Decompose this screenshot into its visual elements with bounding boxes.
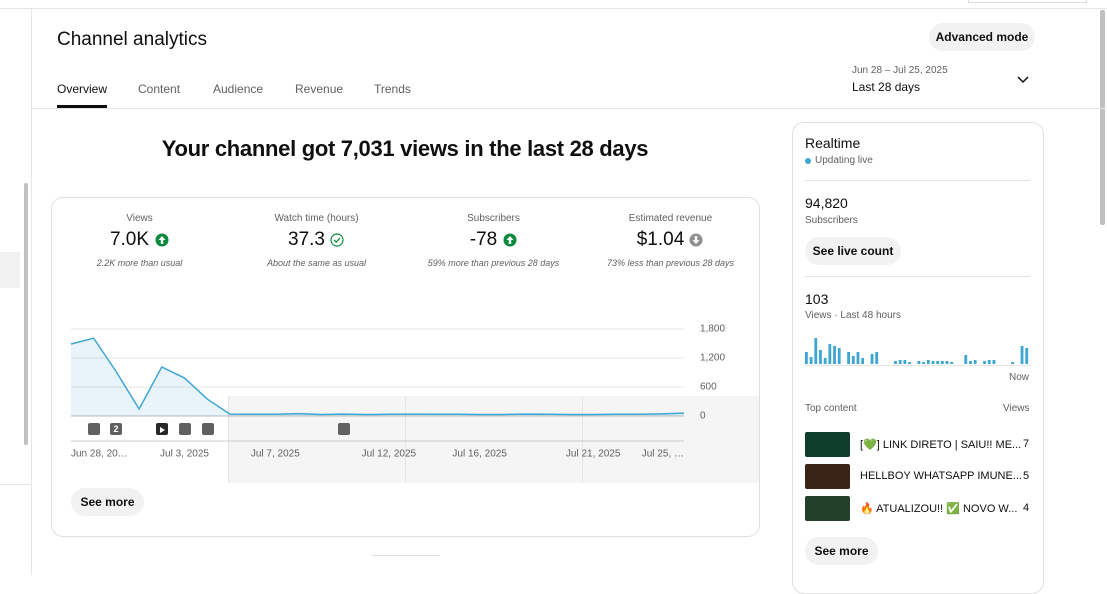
metric-note: 2.2K more than usual: [96, 258, 183, 268]
event-badge[interactable]: 2: [110, 423, 122, 435]
sidebar-separator: [0, 484, 30, 485]
metric-tab[interactable]: [583, 396, 759, 483]
video-thumbnail[interactable]: [805, 432, 850, 457]
tab[interactable]: Audience: [213, 82, 264, 96]
views-count: 103: [805, 291, 829, 307]
views-column-label: Views: [1003, 403, 1030, 414]
chevron-icon[interactable]: [1016, 75, 1030, 85]
metric-value: 7.0K: [109, 229, 150, 250]
top-content-label: Top content: [805, 403, 857, 414]
tab[interactable]: Revenue: [295, 82, 344, 96]
event-marker[interactable]: [88, 423, 100, 435]
metric-tab[interactable]: [229, 396, 406, 483]
video-thumbnail[interactable]: [805, 464, 850, 489]
video-views: 5: [1023, 470, 1030, 482]
see-more-button[interactable]: See more: [71, 488, 144, 516]
realtime-title: Realtime: [805, 135, 861, 151]
search-box-edge: [968, 0, 1087, 3]
tab[interactable]: Overview: [57, 82, 108, 96]
metric-label: Subscribers: [467, 213, 520, 224]
metric-note: About the same as usual: [266, 258, 367, 268]
views-label: Views · Last 48 hours: [805, 310, 901, 321]
metric-label: Estimated revenue: [628, 213, 713, 224]
metric-label: Watch time (hours): [274, 213, 359, 224]
video-title[interactable]: [💚] LINK DIRETO | SAIU!! ME...: [860, 439, 1022, 451]
bars-baseline: [805, 365, 1030, 366]
video-title[interactable]: 🔥 ATUALIZOU!! ✅ NOVO W...: [860, 503, 1018, 515]
date-range[interactable]: Jun 28 – Jul 25, 2025: [852, 65, 948, 76]
top-border: [0, 8, 1107, 9]
subscriber-label: Subscribers: [805, 215, 858, 226]
tab[interactable]: Trends: [374, 82, 411, 96]
tab-underline: [57, 105, 107, 108]
metric-note: 73% less than previous 28 days: [606, 258, 735, 268]
headline: Your channel got 7,031 views in the last…: [161, 136, 649, 161]
event-marker[interactable]: [202, 423, 214, 435]
sidebar-divider: [31, 8, 32, 575]
video-title[interactable]: HELLBOY WHATSAPP IMUNE...: [860, 470, 1022, 482]
event-marker[interactable]: [338, 423, 350, 435]
scrollbar[interactable]: [1100, 10, 1105, 225]
tabs-divider: [31, 108, 1107, 109]
down-icon: [689, 233, 703, 247]
play-icon: [160, 427, 165, 433]
realtime-card: [792, 122, 1044, 594]
realtime-status: Updating live: [815, 155, 873, 166]
scroll-hint: [372, 555, 440, 556]
metric-tab[interactable]: [406, 396, 583, 483]
video-views: 4: [1023, 502, 1030, 514]
tab[interactable]: Content: [138, 82, 181, 96]
see-live-count-button[interactable]: See live count: [805, 237, 901, 265]
live-dot: [805, 158, 811, 164]
metric-value: -78: [469, 229, 498, 250]
now-label: Now: [1009, 372, 1030, 383]
up-icon: [155, 233, 169, 247]
metric-tab[interactable]: [52, 396, 229, 483]
video-views: 7: [1023, 438, 1030, 450]
metric-value: $1.04: [636, 229, 685, 250]
up-icon: [503, 233, 517, 247]
check-icon: [330, 233, 344, 247]
subscriber-count: 94,820: [805, 195, 848, 211]
video-thumbnail[interactable]: [805, 496, 850, 521]
page-title: Channel analytics: [57, 29, 207, 50]
video-marker[interactable]: [156, 423, 168, 435]
scrollbar[interactable]: [24, 183, 28, 445]
divider: [805, 276, 1030, 277]
metric-note: 59% more than previous 28 days: [427, 258, 560, 268]
event-marker[interactable]: [179, 423, 191, 435]
period[interactable]: Last 28 days: [852, 80, 921, 94]
see-more-button[interactable]: See more: [805, 537, 878, 565]
divider: [805, 180, 1030, 181]
metric-label: Views: [126, 213, 153, 224]
sidebar-item[interactable]: [0, 252, 20, 288]
advanced-mode-button[interactable]: Advanced mode: [929, 23, 1035, 51]
metric-value: 37.3: [288, 229, 325, 250]
